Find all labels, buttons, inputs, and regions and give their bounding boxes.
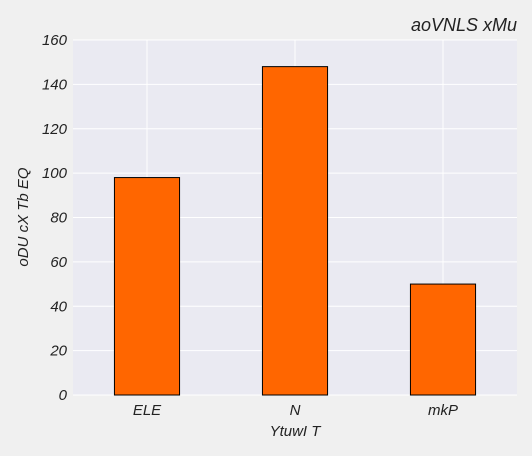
y-tick-label: 100 — [42, 165, 68, 182]
x-axis-label: YtuwI T — [270, 423, 323, 440]
y-tick-label: 80 — [50, 210, 67, 227]
bar-ELE — [114, 178, 179, 395]
y-axis-label: oDU cX Tb EQ — [15, 167, 32, 267]
y-tick-label: 140 — [42, 76, 68, 93]
chart-title: aoVNLS xMu — [411, 15, 517, 35]
y-tick-label: 0 — [59, 387, 68, 404]
y-tick-label: 160 — [42, 32, 68, 49]
bar-N — [262, 67, 327, 395]
y-tick-label: 120 — [42, 121, 68, 138]
x-tick-label: mkP — [428, 402, 458, 419]
y-tick-label: 20 — [49, 343, 67, 360]
x-tick-label: N — [290, 402, 301, 419]
y-tick-label: 60 — [50, 254, 67, 271]
y-tick-labels: 0 20 40 60 80 100 120 140 160 — [42, 32, 68, 404]
x-tick-label: ELE — [133, 402, 162, 419]
y-tick-label: 40 — [50, 298, 67, 315]
bar-mkP — [410, 284, 475, 395]
